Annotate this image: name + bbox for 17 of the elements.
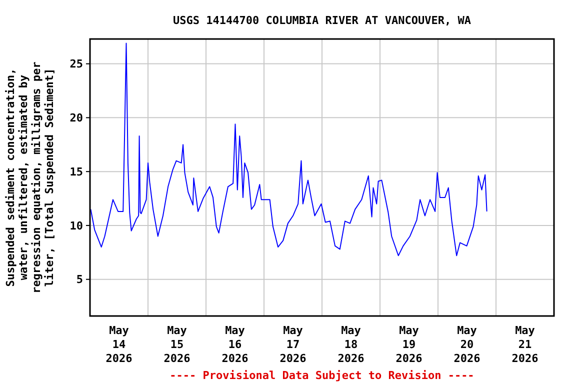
y-tick-label: 5 [76, 273, 83, 286]
y-tick-label: 15 [70, 165, 83, 178]
x-tick-label: May 18 2026 [338, 324, 365, 365]
x-tick-label: May 19 2026 [396, 324, 423, 365]
line-series [90, 42, 488, 256]
y-axis-title: Suspended sediment concentration, water, unfiltered, estimated by regression equation, milligrams per liter, [Total Suspended Sediment] [4, 61, 56, 294]
chart-title: USGS 14144700 COLUMBIA RIVER AT VANCOUVER, WA [172, 14, 472, 27]
x-tick-label: May 15 2026 [164, 324, 191, 365]
text: ---- Provisional Data Subject to Revision ---- [170, 369, 474, 382]
x-tick-label: May 16 2026 [222, 324, 249, 365]
x-tick-label: May 20 2026 [454, 324, 481, 365]
x-tick-label: May 21 2026 [512, 324, 539, 365]
y-tick-label: 25 [70, 58, 83, 71]
y-tick-label: 20 [70, 112, 83, 125]
x-tick-label: May 14 2026 [106, 324, 133, 365]
y-tick-label: 10 [70, 219, 83, 232]
x-tick-label: May 17 2026 [280, 324, 307, 365]
